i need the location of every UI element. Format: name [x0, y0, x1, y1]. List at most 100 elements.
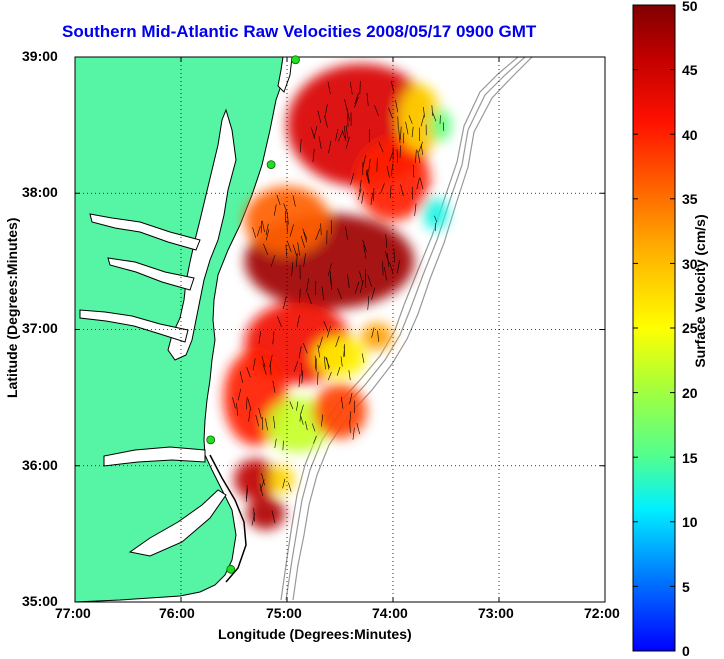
x-tick-label: 76:00 — [159, 605, 195, 621]
current-vector — [420, 144, 423, 155]
current-vector — [315, 228, 321, 241]
current-vector — [288, 482, 292, 492]
current-vector — [396, 149, 399, 163]
current-vector — [299, 288, 301, 303]
current-vector — [306, 278, 310, 292]
current-vector — [327, 326, 331, 338]
current-vector — [300, 139, 302, 153]
current-vector — [359, 80, 361, 95]
current-vector — [363, 245, 367, 259]
current-vector — [400, 126, 402, 140]
current-vector — [348, 370, 351, 381]
current-vector — [423, 106, 425, 118]
current-vector — [261, 220, 265, 233]
current-vector — [236, 403, 238, 416]
velocity-region — [361, 322, 393, 350]
current-vector — [303, 253, 306, 267]
current-vector — [393, 248, 396, 263]
current-vector — [265, 418, 268, 431]
current-vector — [251, 512, 256, 526]
current-vector — [305, 421, 308, 431]
current-vector — [408, 115, 413, 124]
current-vector — [366, 92, 369, 106]
velocity-region — [313, 336, 367, 378]
y-tick-label: 36:00 — [22, 457, 58, 473]
current-vector — [276, 194, 281, 206]
current-vector — [302, 342, 308, 354]
current-vector — [398, 129, 401, 143]
current-vector — [277, 316, 282, 327]
delaware-bay — [277, 57, 293, 93]
current-vector — [324, 356, 326, 370]
current-vector — [384, 267, 387, 281]
current-vector — [385, 234, 388, 248]
current-vector — [350, 172, 355, 185]
current-vector — [414, 203, 417, 216]
current-vector — [321, 286, 325, 301]
current-vector — [261, 473, 265, 486]
current-vector — [291, 262, 294, 277]
current-vector — [324, 103, 328, 117]
current-vector — [354, 93, 359, 105]
current-vector — [420, 114, 425, 127]
current-vector — [386, 166, 390, 178]
colorbar-tick-label: 5 — [682, 579, 690, 595]
current-vector — [419, 177, 424, 190]
current-vector — [380, 183, 385, 194]
current-vector — [378, 141, 384, 153]
current-vector — [347, 274, 350, 288]
current-vector — [325, 357, 330, 368]
current-vector — [312, 148, 315, 163]
current-vector — [432, 112, 437, 122]
current-vector — [362, 239, 367, 252]
current-vector — [285, 244, 287, 257]
current-vector — [336, 366, 341, 376]
current-vector — [388, 107, 393, 119]
current-vector — [354, 281, 360, 294]
current-vector — [417, 150, 421, 164]
current-vector — [400, 184, 404, 196]
current-vector — [340, 356, 343, 367]
current-vector — [313, 126, 318, 139]
rappahannock-river — [107, 257, 195, 291]
current-vector — [265, 229, 270, 241]
current-vector — [384, 250, 389, 264]
current-vector — [340, 396, 344, 409]
colorbar-tick-label: 10 — [682, 514, 698, 530]
colorbar-tick-label: 25 — [682, 320, 698, 336]
current-vector — [431, 105, 433, 116]
current-vector — [396, 260, 400, 274]
colorbar-tick-label: 35 — [682, 191, 698, 207]
current-vector — [345, 226, 348, 240]
x-tick-label: 77:00 — [55, 605, 91, 621]
current-vector — [263, 243, 269, 255]
current-vector — [252, 227, 257, 238]
current-vector — [367, 169, 369, 183]
barrier-islands — [209, 454, 247, 583]
current-vector — [283, 296, 287, 309]
current-vector — [292, 244, 298, 257]
colorbar-tick-label: 50 — [682, 0, 698, 14]
current-vector — [328, 140, 332, 154]
current-vector — [245, 396, 248, 410]
current-vector — [272, 380, 276, 393]
current-vector — [415, 149, 417, 163]
current-vector — [302, 228, 308, 240]
current-vector — [318, 336, 323, 349]
current-vector — [296, 401, 299, 411]
current-vector — [272, 331, 275, 345]
current-vector — [273, 204, 277, 216]
current-vector — [282, 478, 286, 489]
velocity-region — [355, 138, 431, 221]
current-vector — [301, 370, 304, 384]
pamlico-sound — [128, 489, 227, 557]
current-vector — [359, 179, 362, 193]
current-vector — [349, 392, 353, 405]
radar-station-marker — [266, 160, 276, 170]
current-vector — [247, 398, 252, 410]
current-vector — [371, 327, 375, 338]
current-vector — [338, 130, 343, 142]
current-vector — [253, 507, 255, 522]
current-vector — [296, 315, 300, 328]
current-vector — [361, 353, 365, 363]
